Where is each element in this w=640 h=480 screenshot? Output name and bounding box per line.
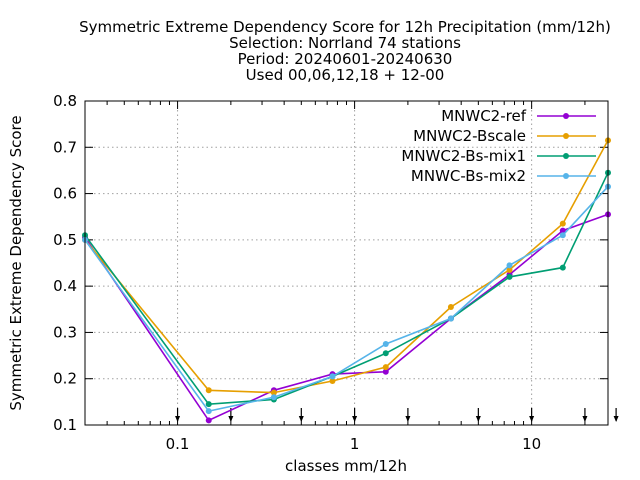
grid-lines bbox=[85, 101, 608, 425]
series-point bbox=[559, 264, 566, 271]
y-tick-label: 0.7 bbox=[53, 138, 77, 156]
series-point bbox=[329, 378, 336, 385]
legend-label: MNWC-Bs-mix2 bbox=[411, 167, 526, 185]
threshold-arrow bbox=[475, 408, 481, 422]
chart-title: Symmetric Extreme Dependency Score for 1… bbox=[79, 18, 611, 84]
series-point bbox=[329, 373, 336, 380]
threshold-arrow bbox=[352, 408, 358, 422]
x-tick-label: 1 bbox=[350, 435, 360, 453]
legend-label: MNWC2-ref bbox=[441, 107, 526, 125]
y-tick-label: 0.2 bbox=[53, 370, 77, 388]
series-point bbox=[506, 262, 513, 269]
threshold-arrows bbox=[175, 408, 619, 422]
x-tick-label: 10 bbox=[522, 435, 541, 453]
y-tick-label: 0.8 bbox=[53, 92, 77, 110]
y-tick-label: 0.6 bbox=[53, 185, 77, 203]
legend-swatch-point bbox=[563, 173, 569, 179]
threshold-arrow-head bbox=[298, 416, 304, 422]
series-line bbox=[84, 172, 609, 406]
legend: MNWC2-ref MNWC2-Bscale MNWC2-Bs-mix1 MNWC-B… bbox=[401, 107, 596, 185]
y-axis-label: Symmetric Extreme Dependency Score bbox=[7, 115, 25, 410]
legend-entry: MNWC-Bs-mix2 bbox=[411, 167, 596, 185]
legend-entry: MNWC2-ref bbox=[441, 107, 596, 125]
series-point bbox=[559, 220, 566, 227]
plot-frame bbox=[84, 100, 609, 426]
y-tick-label: 0.1 bbox=[53, 416, 77, 434]
threshold-arrow-head bbox=[228, 416, 234, 422]
series-point bbox=[382, 350, 389, 357]
legend-label: MNWC2-Bs-mix1 bbox=[401, 147, 526, 165]
threshold-arrow bbox=[175, 408, 181, 422]
series-point bbox=[506, 266, 513, 273]
title-line-1: Symmetric Extreme Dependency Score for 1… bbox=[79, 18, 611, 36]
title-line-2: Selection: Norrland 74 stations bbox=[229, 34, 461, 52]
threshold-arrow bbox=[298, 408, 304, 422]
series-line bbox=[84, 213, 609, 422]
title-line-4: Used 00,06,12,18 + 12-00 bbox=[246, 66, 445, 84]
legend-entry: MNWC2-Bs-mix1 bbox=[401, 147, 596, 165]
threshold-arrow-head bbox=[475, 416, 481, 422]
threshold-arrow-head bbox=[352, 416, 358, 422]
series-point bbox=[382, 364, 389, 371]
series-point bbox=[205, 401, 212, 408]
legend-label: MNWC2-Bscale bbox=[413, 127, 526, 145]
threshold-arrow bbox=[613, 408, 619, 422]
x-axis-label: classes mm/12h bbox=[285, 457, 407, 475]
series-2 bbox=[82, 137, 611, 396]
threshold-arrow-head bbox=[613, 416, 619, 422]
legend-swatch-point bbox=[563, 133, 569, 139]
series-point bbox=[506, 273, 513, 280]
threshold-arrow bbox=[405, 408, 411, 422]
series-4 bbox=[82, 183, 611, 415]
threshold-arrow bbox=[529, 408, 535, 422]
series-point bbox=[382, 368, 389, 375]
series-lines bbox=[82, 137, 611, 424]
y-tick-label: 0.3 bbox=[53, 323, 77, 341]
series-point bbox=[205, 417, 212, 424]
series-point bbox=[382, 341, 389, 347]
threshold-arrow bbox=[582, 408, 588, 422]
series-point bbox=[447, 303, 454, 310]
x-tick-label: 0.1 bbox=[166, 435, 190, 453]
y-tick-label: 0.4 bbox=[53, 277, 77, 295]
series-point bbox=[205, 408, 212, 415]
series-point bbox=[270, 394, 277, 401]
threshold-arrow-head bbox=[175, 416, 181, 422]
series-point bbox=[205, 387, 212, 394]
threshold-arrow-head bbox=[582, 416, 588, 422]
axis-ticks: 0.1 0.2 0.3 0.4 0.5 0.6 0.7 0.8 0.1 1 10 bbox=[53, 92, 608, 453]
y-tick-label: 0.5 bbox=[53, 231, 77, 249]
series-point bbox=[559, 232, 566, 239]
series-point bbox=[559, 227, 566, 234]
threshold-arrow-head bbox=[529, 416, 535, 422]
series-point bbox=[447, 315, 454, 322]
series-point bbox=[270, 389, 277, 396]
legend-swatch-point bbox=[563, 113, 569, 119]
title-line-3: Period: 20240601-20240630 bbox=[238, 50, 453, 68]
legend-swatch-point bbox=[563, 153, 569, 159]
threshold-arrow-head bbox=[405, 416, 411, 422]
legend-entry: MNWC2-Bscale bbox=[413, 127, 596, 145]
